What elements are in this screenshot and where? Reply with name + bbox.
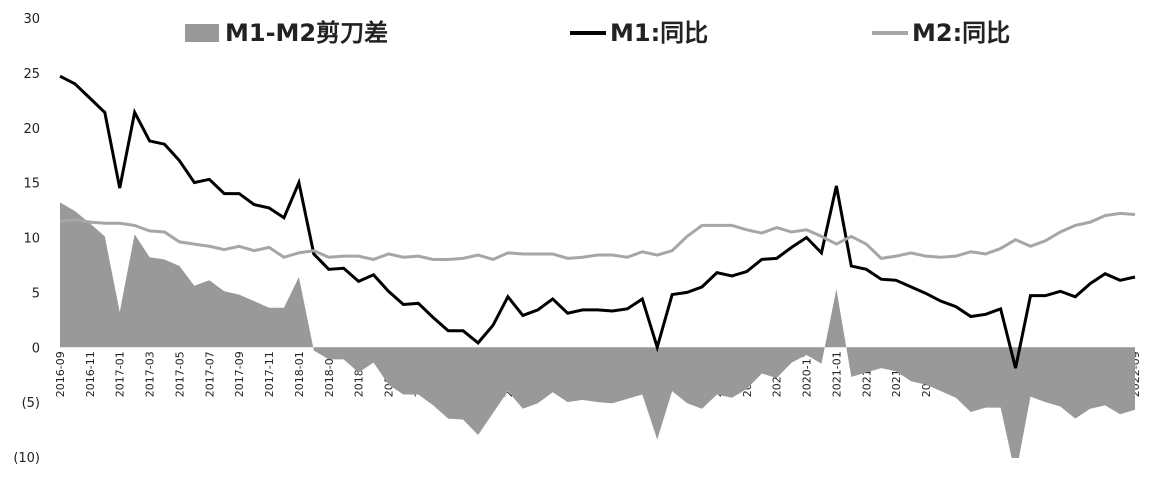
y-tick-label: 0 bbox=[32, 341, 40, 356]
y-tick-label: 25 bbox=[23, 67, 40, 82]
plot bbox=[59, 74, 1136, 458]
legend-label: M1-M2剪刀差 bbox=[225, 19, 388, 47]
x-tick-label: 2018-01 bbox=[293, 351, 306, 397]
x-tick-label: 2017-07 bbox=[203, 351, 216, 397]
legend-label: M2:同比 bbox=[912, 19, 1010, 47]
y-tick-label: 10 bbox=[23, 232, 40, 247]
x-tick-label: 2016-09 bbox=[54, 351, 67, 397]
legend-label: M1:同比 bbox=[610, 19, 708, 47]
x-tick-label: 2017-03 bbox=[144, 351, 157, 397]
x-tick-label: 2017-09 bbox=[233, 351, 246, 397]
x-tick-label: 2021-01 bbox=[830, 351, 843, 397]
y-tick-label: 5 bbox=[32, 286, 40, 301]
y-tick-label: (10) bbox=[13, 451, 40, 466]
x-tick-label: 2018-03 bbox=[323, 351, 336, 397]
y-tick-label: 15 bbox=[23, 177, 40, 192]
y-tick-label: (5) bbox=[22, 396, 40, 411]
series-line bbox=[59, 211, 1136, 262]
series-line bbox=[59, 74, 1136, 369]
spread-area bbox=[60, 202, 1135, 458]
x-tick-label: 2017-01 bbox=[114, 351, 127, 397]
y-tick-label: 20 bbox=[23, 122, 40, 137]
x-tick-label: 2016-11 bbox=[84, 351, 97, 397]
x-tick-label: 2017-05 bbox=[173, 351, 186, 397]
x-tick-label: 2017-11 bbox=[263, 351, 276, 397]
legend-swatch bbox=[185, 24, 219, 42]
x-tick-label: 2020-11 bbox=[801, 351, 814, 397]
y-tick-label: 30 bbox=[23, 12, 40, 27]
